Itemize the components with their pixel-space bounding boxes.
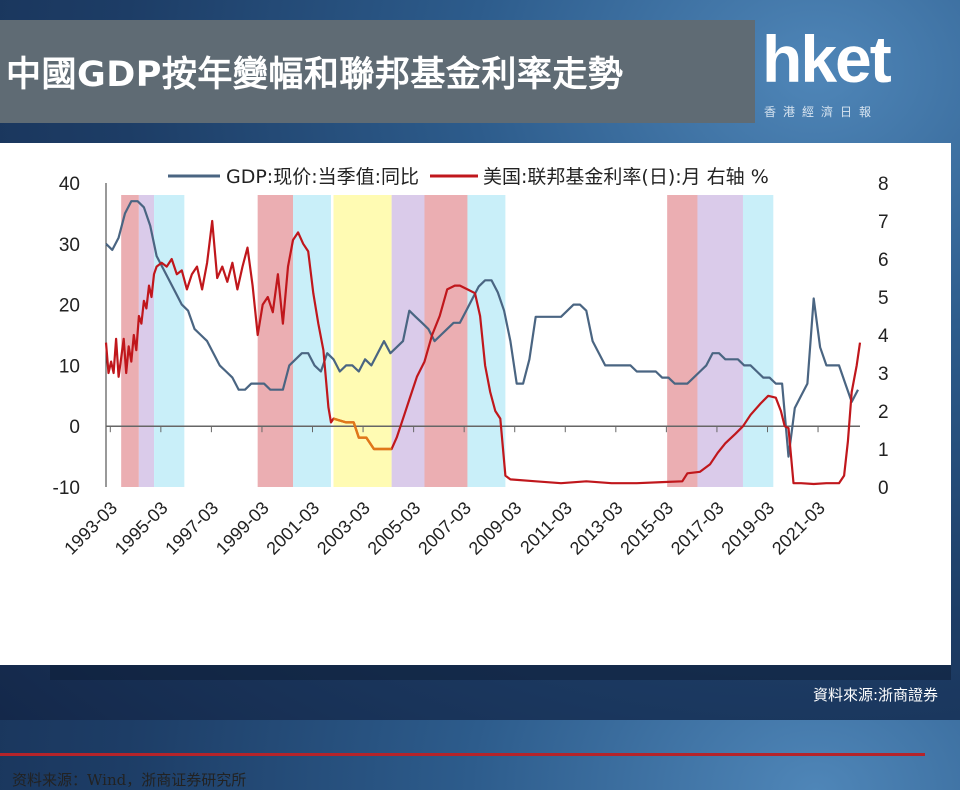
chart-svg: 403020100-108765432101993-031995-031997-… (53, 166, 889, 559)
x-tick-label: 2005-03 (364, 498, 425, 559)
right-tick-label: 5 (878, 288, 889, 309)
x-tick-label: 2015-03 (616, 498, 677, 559)
x-tick-label: 2007-03 (414, 498, 475, 559)
x-tick-label: 1993-03 (60, 498, 121, 559)
x-tick-label: 2011-03 (516, 498, 576, 558)
period-band-9 (667, 195, 698, 487)
panel-shadow (50, 665, 951, 680)
right-tick-label: 6 (878, 250, 889, 271)
x-tick-label: 2017-03 (667, 498, 728, 559)
period-band-8 (467, 195, 506, 487)
period-band-7 (424, 195, 468, 487)
x-tick-label: 1997-03 (161, 498, 222, 559)
logo-subtitle: 香港經濟日報 (764, 105, 879, 119)
hket-logo: hket 香港經濟日報 (762, 26, 942, 126)
right-tick-label: 3 (878, 364, 889, 385)
left-tick-label: 40 (59, 174, 80, 195)
left-tick-label: 30 (59, 235, 80, 256)
gdp-series-line (105, 200, 859, 458)
period-band-4 (293, 195, 331, 487)
x-tick-label: 2009-03 (465, 498, 526, 559)
x-tick-label: 2019-03 (717, 498, 778, 559)
x-tick-label: 1995-03 (111, 498, 172, 559)
logo-wordmark: hket (762, 22, 892, 96)
rate-series-highlight (333, 417, 392, 451)
source-divider (0, 753, 925, 756)
period-band-0 (121, 195, 139, 487)
period-band-2 (154, 195, 185, 487)
right-tick-label: 7 (878, 212, 889, 233)
footer-source: 資料來源:浙商證券 (812, 686, 938, 704)
legend-gdp-label: GDP:现价:当季值:同比 (226, 166, 419, 188)
x-tick-label: 2003-03 (313, 498, 374, 559)
left-tick-label: 0 (69, 417, 80, 438)
legend-rate-label: 美国:联邦基金利率(日):月 右轴 % (483, 166, 769, 188)
period-band-11 (742, 195, 774, 487)
period-band-3 (257, 195, 294, 487)
left-tick-label: -10 (53, 478, 80, 499)
x-tick-label: 1999-03 (212, 498, 273, 559)
right-tick-label: 0 (878, 478, 889, 499)
source-note: 资料来源：Wind，浙商证券研究所 (12, 771, 247, 789)
right-tick-label: 8 (878, 174, 889, 195)
page-title: 中國GDP按年變幅和聯邦基金利率走勢 (6, 55, 624, 95)
period-band-6 (391, 195, 425, 487)
period-band-1 (138, 195, 155, 487)
right-tick-label: 2 (878, 402, 889, 423)
x-tick-label: 2021-03 (768, 498, 829, 559)
right-tick-label: 1 (878, 440, 889, 461)
chart-panel: 40 30 20 10 0 -10 8 7 6 5 4 3 2 1 0 1993-03 1995-03 1997-… (0, 143, 951, 789)
left-tick-label: 10 (59, 356, 80, 377)
x-tick-label: 2001-03 (262, 498, 323, 559)
period-band-10 (697, 195, 743, 487)
left-tick-label: 20 (59, 296, 80, 317)
x-tick-label: 2013-03 (566, 498, 627, 559)
right-tick-label: 4 (878, 326, 889, 347)
title-bar: 中國GDP按年變幅和聯邦基金利率走勢 (0, 20, 755, 123)
